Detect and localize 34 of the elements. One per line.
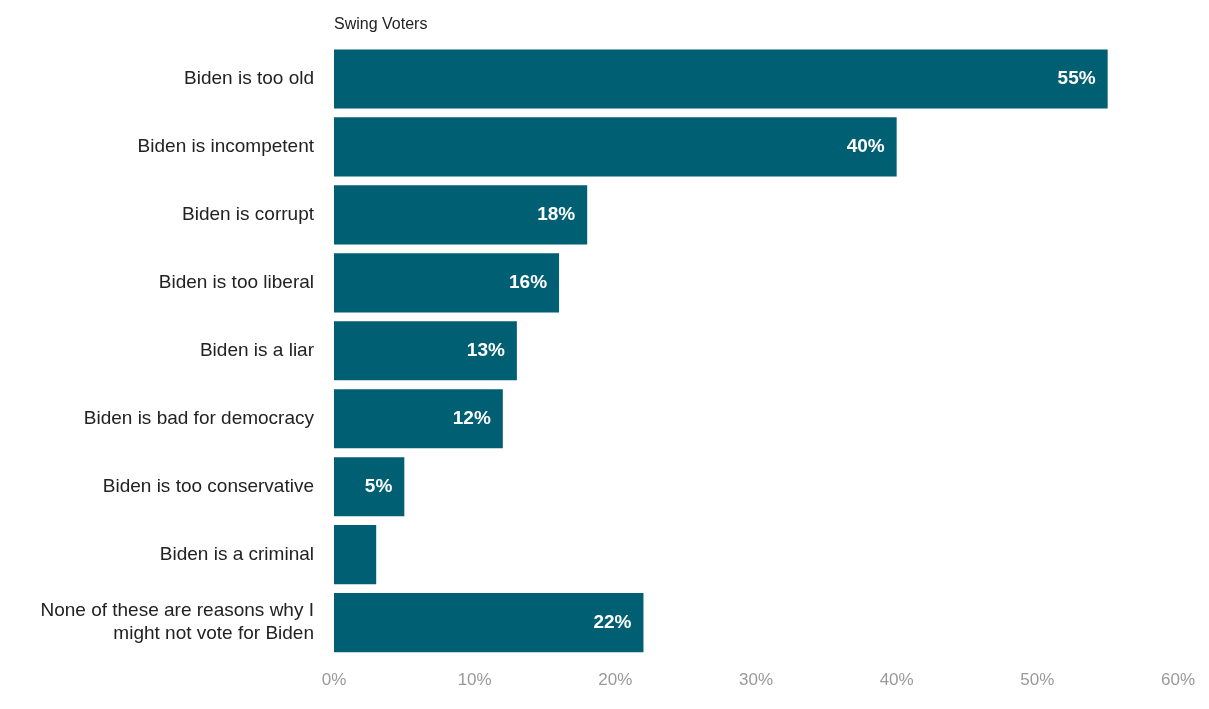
bar [334, 185, 588, 245]
y-tick-label: Biden is a liar [199, 339, 315, 361]
bar [334, 49, 1108, 109]
x-tick-label: 40% [879, 670, 914, 690]
y-tick-label: Biden is too old [184, 67, 314, 89]
y-tick-label: Biden is corrupt [181, 203, 315, 225]
bar [334, 117, 897, 177]
data-label: 55% [1057, 67, 1096, 89]
bar [334, 593, 644, 653]
data-label: 5% [364, 474, 393, 496]
x-tick-label: 50% [1020, 670, 1055, 690]
x-tick-label: 30% [738, 670, 774, 690]
y-tick-label: None of these are reasons why I might not vote for Biden [40, 599, 314, 644]
y-tick-label: Biden is too liberal [158, 271, 314, 293]
data-label: 18% [537, 203, 576, 225]
chart-title: Swing Voters [334, 15, 428, 33]
data-label: 12% [452, 406, 491, 428]
bar [334, 253, 560, 313]
y-tick-label: Biden is bad for democracy [83, 406, 315, 428]
bar [334, 457, 405, 517]
x-tick-label: 20% [598, 670, 633, 690]
y-tick-label: Biden is a criminal [159, 542, 314, 564]
data-label: 40% [846, 135, 885, 157]
x-tick-label: 60% [1160, 670, 1195, 690]
x-tick-label: 0% [321, 670, 347, 690]
data-label: 22% [593, 610, 632, 632]
bar [334, 389, 503, 449]
x-tick-label: 10% [457, 670, 492, 690]
data-label: 16% [509, 271, 548, 293]
bar [334, 321, 517, 381]
y-tick-label: Biden is incompetent [137, 135, 315, 157]
data-label: 13% [466, 339, 505, 361]
y-tick-label: Biden is too conservative [102, 474, 314, 496]
bar [334, 525, 377, 585]
